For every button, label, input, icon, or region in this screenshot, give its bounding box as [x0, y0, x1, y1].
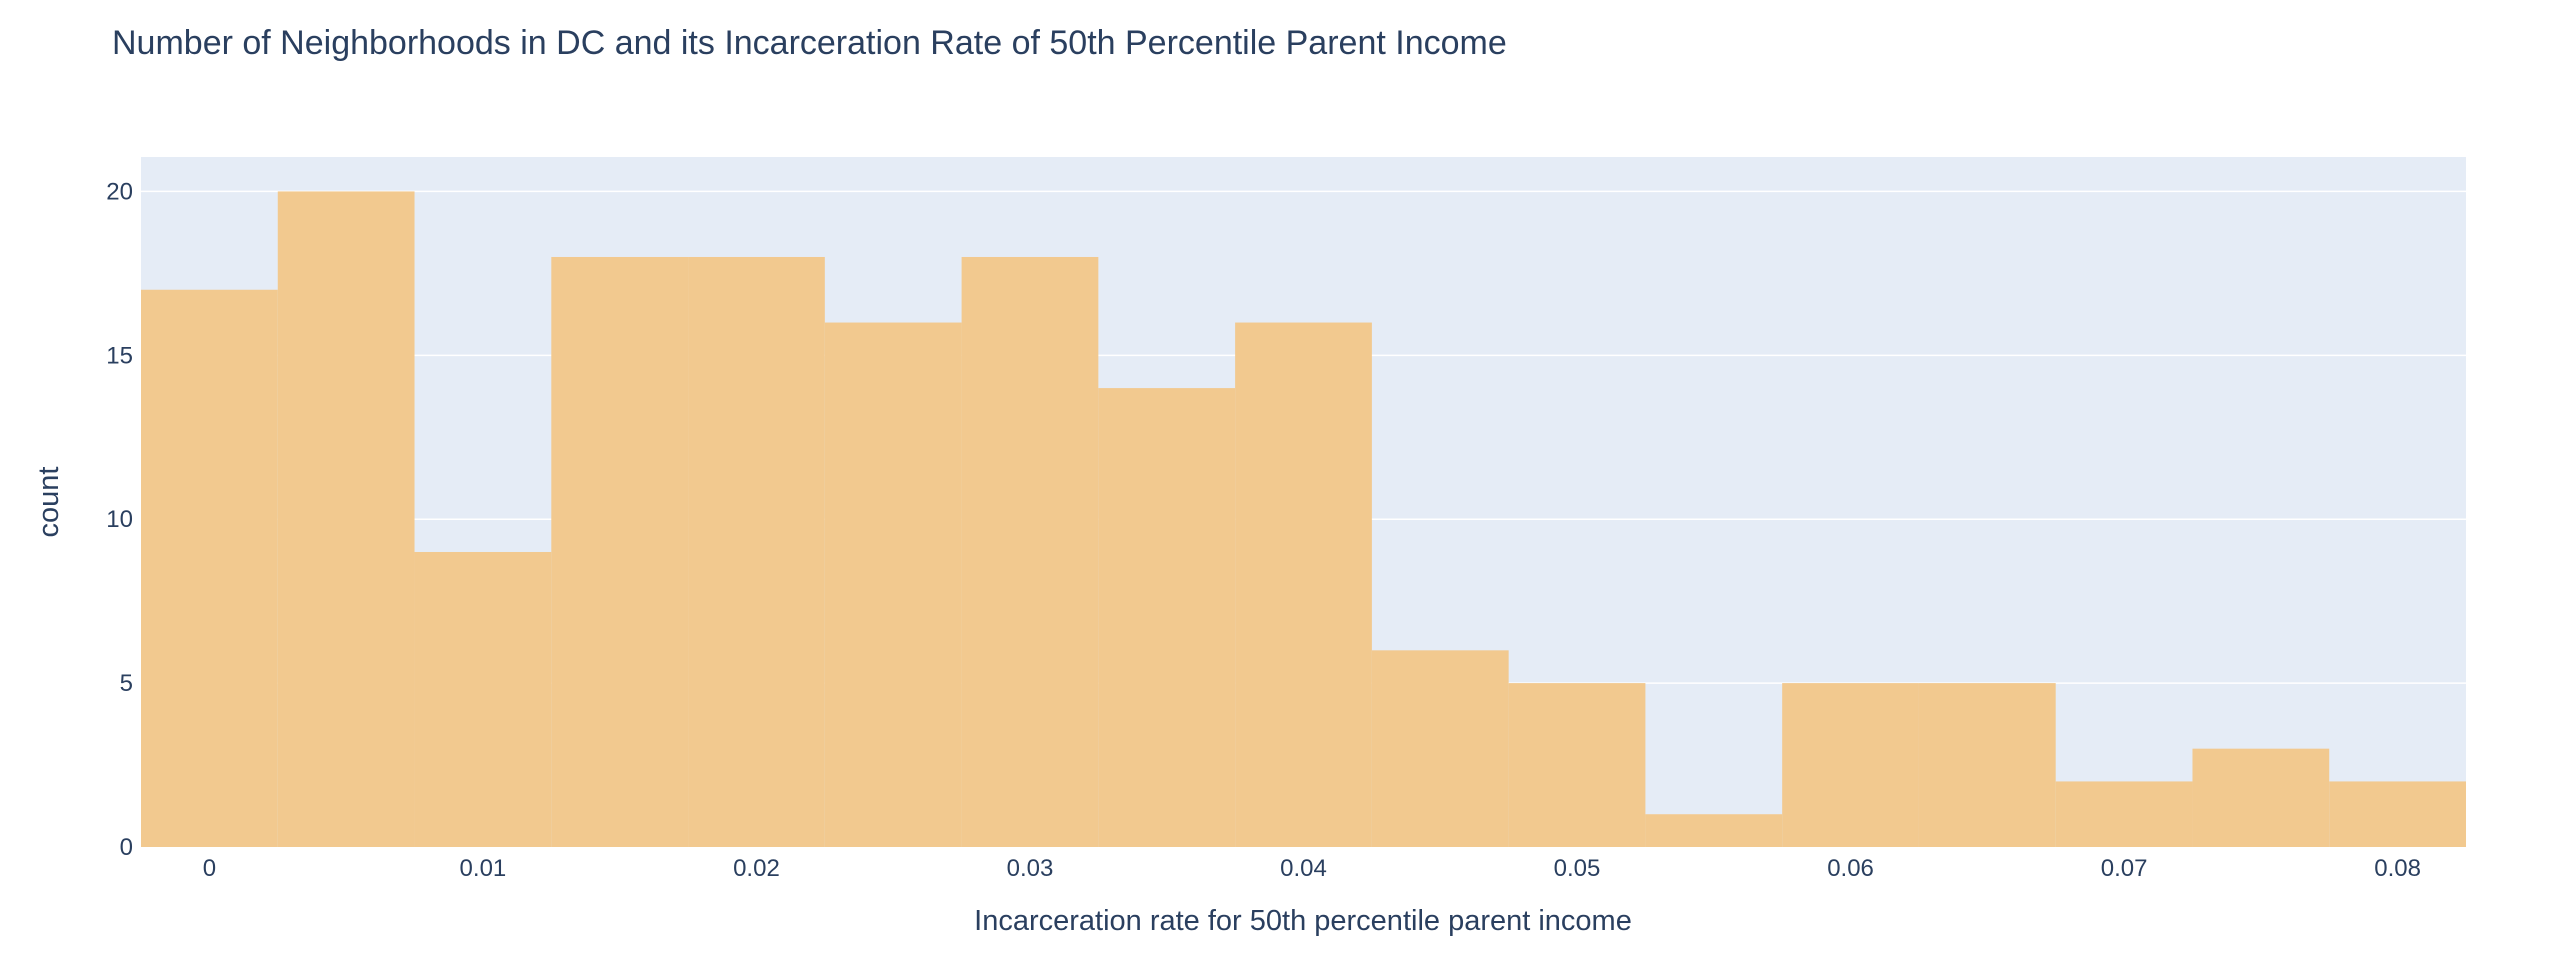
histogram-bars [141, 191, 2466, 848]
x-tick-label: 0.07 [2101, 855, 2148, 882]
histogram-bar [1918, 683, 2056, 847]
x-tick-label: 0.04 [1280, 855, 1327, 882]
histogram-bar [2329, 781, 2466, 847]
x-tick-label: 0.08 [2374, 855, 2421, 882]
y-tick-label: 15 [106, 342, 133, 369]
histogram-bar [1371, 650, 1509, 847]
histogram-bar [277, 191, 415, 848]
x-tick-label: 0.02 [733, 855, 780, 882]
chart-title: Number of Neighborhoods in DC and its In… [112, 24, 1507, 62]
y-tick-label: 10 [106, 506, 133, 533]
x-tick-label: 0.06 [1827, 855, 1874, 882]
histogram-bar [141, 289, 278, 847]
histogram-bar [414, 551, 552, 847]
y-tick-label: 5 [120, 670, 133, 697]
y-axis-title: count [33, 467, 65, 538]
x-tick-label: 0.03 [1007, 855, 1054, 882]
histogram-bar [1782, 683, 1919, 847]
y-tick-label: 0 [120, 834, 133, 861]
histogram-bar [1508, 683, 1646, 847]
y-axis-ticks: 0 5 10 15 20 [106, 178, 133, 861]
histogram-bar [2192, 748, 2330, 847]
histogram-bar [688, 256, 825, 847]
x-tick-label: 0 [203, 855, 216, 882]
x-axis-ticks: 0 0.01 0.02 0.03 0.04 0.05 0.06 0.07 0.08 [203, 855, 2421, 882]
histogram-bar [1645, 814, 1783, 847]
y-tick-label: 20 [106, 178, 133, 205]
x-tick-label: 0.01 [460, 855, 507, 882]
histogram-bar [551, 256, 689, 847]
x-tick-label: 0.05 [1554, 855, 1601, 882]
histogram-bar [1235, 322, 1372, 848]
x-axis-title: Incarceration rate for 50th percentile p… [974, 905, 1632, 937]
histogram-bar [2055, 781, 2193, 847]
histogram-bar [1098, 388, 1236, 847]
histogram-bar [961, 256, 1099, 847]
histogram-bar [824, 322, 962, 848]
